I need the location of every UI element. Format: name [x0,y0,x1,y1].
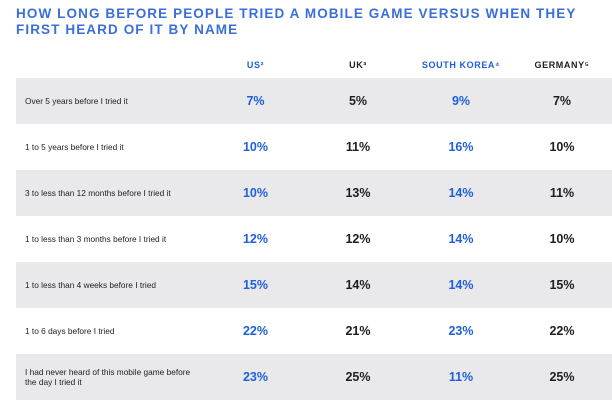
value-cell-germany: 7% [552,94,572,108]
value-cell-south-korea: 14% [448,278,474,292]
table-row: 1 to 5 years before I tried it 10% 11% 1… [16,124,612,170]
table-row: I had never heard of this mobile game be… [16,354,612,400]
value-cell-us: 10% [242,186,269,200]
table-row: 1 to less than 3 months before I tried i… [16,216,612,262]
value-cell-us: 10% [242,140,269,154]
data-table: US² UK³ SOUTH KOREA⁴ GERMANY⁵ Over 5 yea… [16,52,612,400]
value-cell-germany: 22% [549,324,575,338]
value-cell-south-korea: 14% [448,186,474,200]
value-cell-south-korea: 14% [448,232,474,246]
value-cell-south-korea: 16% [448,140,474,154]
column-header-uk: UK³ [349,60,367,70]
value-cell-uk: 11% [345,140,371,154]
value-cell-us: 7% [246,94,265,108]
value-cell-us: 22% [242,324,269,338]
value-cell-germany: 10% [549,140,575,154]
value-cell-uk: 25% [345,370,371,384]
value-cell-germany: 11% [549,186,575,200]
value-cell-us: 15% [242,278,269,292]
table-header: US² UK³ SOUTH KOREA⁴ GERMANY⁵ [16,52,612,78]
column-header-south-korea: SOUTH KOREA⁴ [421,60,501,70]
table-row: 1 to less than 4 weeks before I tried 15… [16,262,612,308]
row-label: 1 to less than 3 months before I tried i… [25,234,167,244]
value-cell-south-korea: 11% [448,370,474,384]
row-label: Over 5 years before I tried it [25,96,128,106]
column-header-us: US² [246,60,265,70]
value-cell-uk: 12% [345,232,371,246]
row-label: 1 to less than 4 weeks before I tried [25,280,156,290]
value-cell-germany: 15% [549,278,575,292]
row-label: I had never heard of this mobile game be… [25,367,191,387]
row-label: 1 to 6 days before I tried [25,326,115,336]
value-cell-south-korea: 23% [448,324,474,338]
value-cell-us: 23% [242,370,269,384]
chart-title: HOW LONG BEFORE PEOPLE TRIED A MOBILE GA… [16,6,577,37]
row-label: 3 to less than 12 months before I tried … [25,188,171,198]
row-label: 1 to 5 years before I tried it [25,142,124,152]
value-cell-uk: 21% [345,324,371,338]
value-cell-germany: 10% [549,232,575,246]
value-cell-uk: 14% [345,278,371,292]
value-cell-uk: 13% [345,186,371,200]
value-cell-uk: 5% [348,94,368,108]
table-row: 1 to 6 days before I tried 22% 21% 23% 2… [16,308,612,354]
value-cell-germany: 25% [549,370,575,384]
value-cell-us: 12% [242,232,269,246]
table-row: Over 5 years before I tried it 7% 5% 9% … [16,78,612,124]
value-cell-south-korea: 9% [451,94,471,108]
table-row: 3 to less than 12 months before I tried … [16,170,612,216]
column-header-germany: GERMANY⁵ [534,60,590,70]
